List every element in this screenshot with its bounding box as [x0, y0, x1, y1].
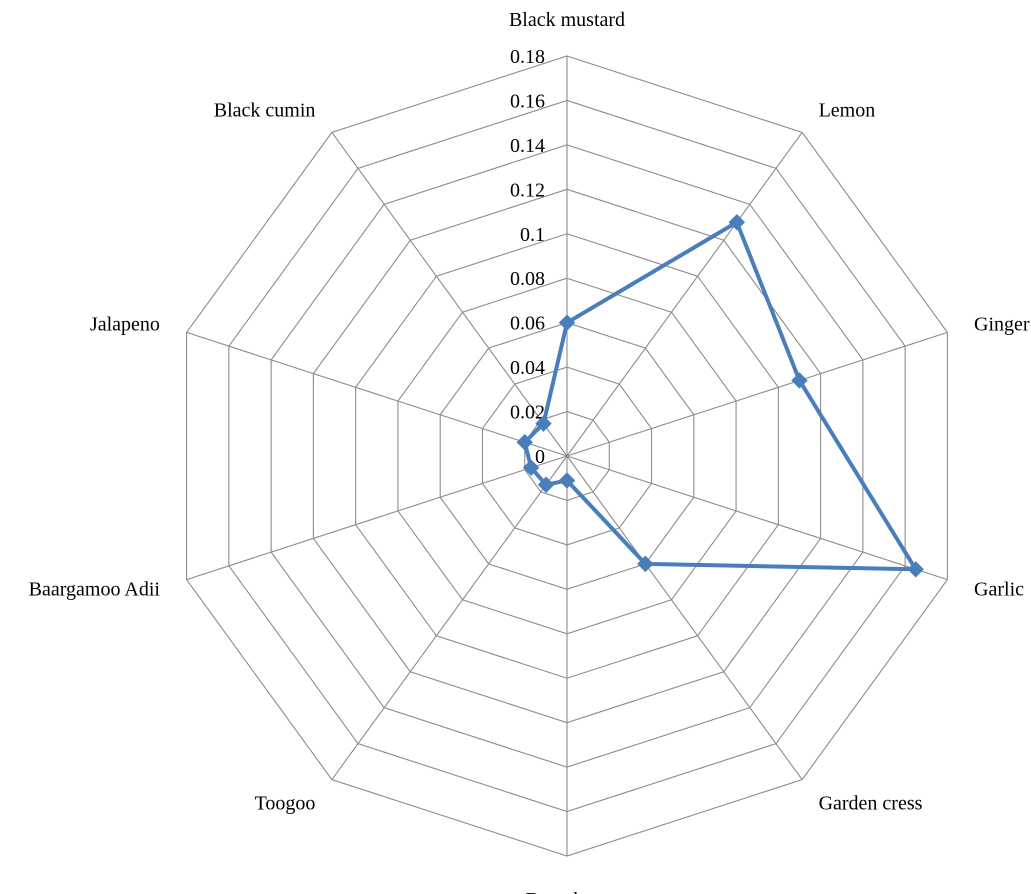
tick-label: 0.04 [510, 357, 545, 379]
axis-spoke [331, 455, 568, 780]
tick-label: 0.06 [510, 313, 545, 335]
category-label: Damakase [525, 889, 608, 894]
data-point-marker [522, 459, 540, 476]
data-point-marker [535, 415, 552, 432]
axis-spoke [186, 455, 568, 581]
radar-grid [186, 55, 948, 857]
axis-spoke [566, 455, 803, 780]
tick-label: 0.14 [510, 135, 545, 157]
category-label: Lemon [819, 100, 876, 122]
axis-spoke [186, 331, 568, 457]
category-labels: Black mustard Lemon Ginger Garlic Garden cre… [29, 9, 1030, 894]
data-point-marker [791, 372, 808, 389]
tick-label: 0.12 [510, 179, 545, 201]
data-point-marker [558, 472, 576, 489]
data-point-marker [516, 434, 533, 451]
data-point-marker [558, 314, 576, 331]
category-label: Black mustard [509, 9, 625, 31]
tick-label: 0.02 [510, 402, 545, 424]
tick-label: 0.16 [510, 90, 545, 112]
tick-label: 0.1 [520, 224, 545, 246]
category-label: Baargamoo Adii [29, 578, 161, 600]
axis-spoke [566, 331, 948, 457]
category-label: Garlic [974, 578, 1024, 600]
tick-label: 0 [535, 446, 545, 468]
category-label: Garden cress [819, 792, 923, 814]
data-point-marker [637, 555, 654, 573]
radial-axis-ticks: 0 0.02 0.04 0.06 0.08 0.1 0.12 0.14 0.16 0.18 [510, 46, 545, 468]
axis-spoke [331, 132, 568, 457]
axis-spoke [566, 455, 948, 581]
category-label: Jalapeno [90, 314, 160, 336]
tick-label: 0.18 [510, 46, 545, 68]
category-label: Ginger [974, 314, 1030, 336]
data-point-marker [728, 214, 746, 231]
data-point-marker [907, 561, 924, 578]
tick-label: 0.08 [510, 268, 545, 290]
category-label: Toogoo [255, 792, 316, 814]
data-point-marker [537, 476, 555, 493]
category-label: Black cumin [214, 100, 316, 122]
series-line [522, 220, 918, 572]
axis-spoke [566, 132, 803, 457]
data-series [516, 214, 924, 578]
